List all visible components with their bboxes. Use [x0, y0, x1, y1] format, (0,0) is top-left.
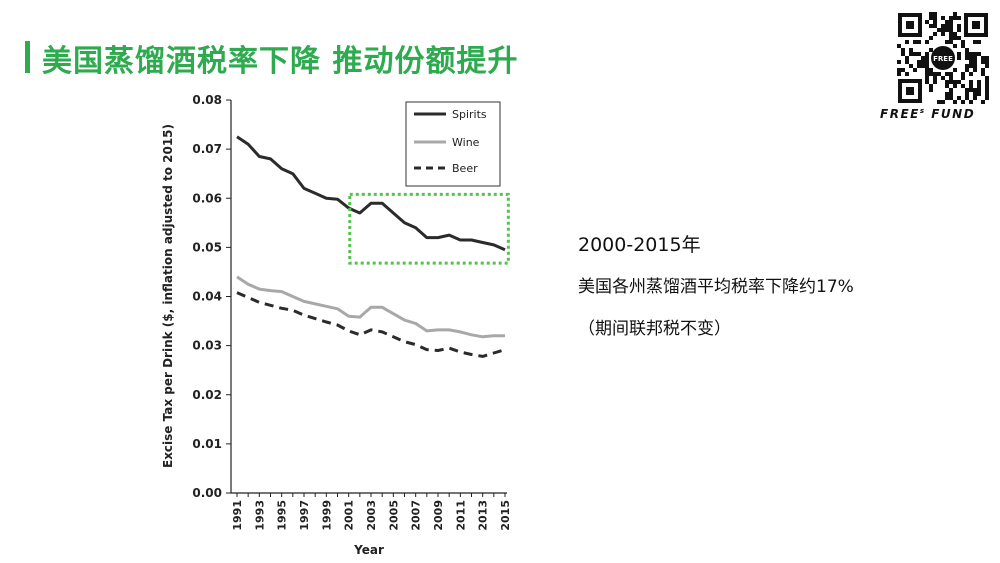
legend: Spirits Wine Beer: [405, 101, 501, 187]
series-line-beer: [236, 291, 506, 358]
x-axis-label: Year: [353, 543, 384, 557]
legend-frame: [405, 101, 501, 187]
page-title: 美国蒸馏酒税率下降 推动份额提升: [42, 44, 519, 79]
series-line-wine: [236, 275, 505, 339]
brand-suffix: FUND: [931, 107, 976, 121]
x-tick-label: 2007: [410, 500, 423, 531]
y-tick-label: 0.01: [192, 437, 222, 451]
y-tick-label: 0.08: [192, 93, 222, 107]
series-line-spirits: [236, 135, 506, 252]
x-tick-label: 2001: [343, 500, 356, 531]
x-tick-label: 2015: [499, 500, 512, 531]
y-tick-label: 0.05: [192, 240, 222, 254]
x-tick-label: 1999: [320, 500, 333, 531]
qr-center-text: FREE: [933, 55, 953, 63]
x-tick-label: 2003: [365, 500, 378, 531]
x-tick-label: 1991: [231, 500, 244, 531]
series-lines: [236, 135, 506, 358]
legend-label-wine: Wine: [452, 136, 480, 149]
x-tick-label: 2009: [432, 500, 445, 531]
note-federal: （期间联邦税不变）: [578, 319, 731, 339]
x-tick-label: 1993: [253, 500, 266, 531]
x-tick-label: 1995: [276, 500, 289, 531]
y-tick-label: 0.06: [192, 191, 222, 205]
note-decline: 美国各州蒸馏酒平均税率下降约17%: [578, 277, 854, 297]
y-tick-label: 0.07: [192, 142, 222, 156]
y-tick-label: 0.00: [192, 486, 222, 500]
brand-logo: FREEs FUND: [880, 107, 995, 121]
note-period: 2000-2015年: [578, 234, 701, 256]
brand-superscript: s: [919, 107, 926, 115]
y-tick-label: 0.02: [192, 388, 222, 402]
x-axis-ticks: 1991 1993 1995 1997 1999 2001 2003 2005 2007 2009…: [231, 493, 512, 531]
highlight-box: [348, 192, 510, 265]
x-tick-label: 1997: [298, 500, 311, 531]
title-accent-bar: [25, 41, 30, 73]
brand-name: FREE: [880, 107, 920, 121]
legend-label-beer: Beer: [452, 162, 478, 175]
x-tick-label: 2013: [477, 500, 490, 531]
y-tick-label: 0.04: [192, 290, 222, 304]
excise-tax-chart: 0.00 0.01 0.02 0.03 0.04 0.05 0.06 0.07 0.08 199…: [161, 93, 512, 557]
y-axis-label: Excise Tax per Drink ($, inflation adjus…: [161, 124, 175, 468]
x-tick-label: 2011: [454, 500, 467, 531]
y-tick-label: 0.03: [192, 339, 222, 353]
qr-code-icon: FREE: [897, 12, 989, 104]
legend-label-spirits: Spirits: [452, 108, 487, 121]
x-tick-label: 2005: [387, 500, 400, 531]
y-axis-ticks: 0.00 0.01 0.02 0.03 0.04 0.05 0.06 0.07 0.08: [192, 93, 231, 500]
